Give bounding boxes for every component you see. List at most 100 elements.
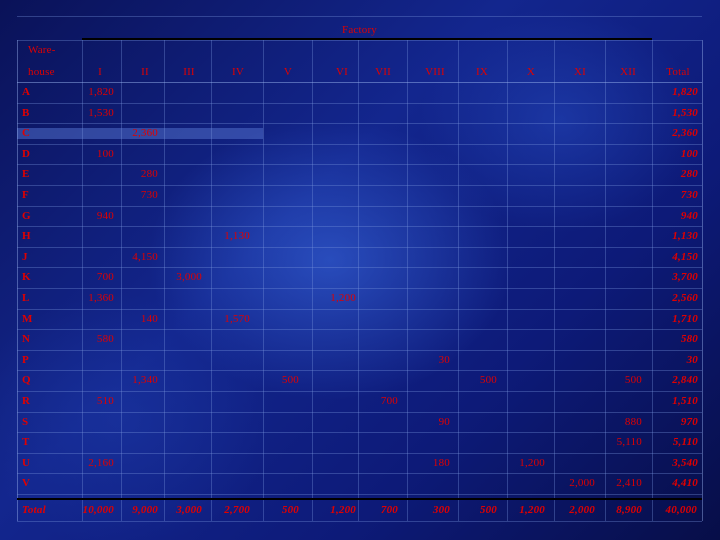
grid-vline — [164, 40, 165, 521]
column-total: 500 — [479, 504, 497, 516]
table-cell: 730 — [140, 189, 158, 201]
grid-vline — [312, 40, 313, 521]
table-cell: 30 — [438, 353, 450, 366]
grid-hline — [17, 452, 702, 454]
column-total: 1,200 — [330, 504, 356, 516]
row-total: 2,840 — [672, 374, 698, 387]
transport-table — [17, 16, 702, 521]
table-cell: 700 — [96, 271, 114, 284]
row-label: Q — [22, 374, 31, 387]
row-label: R — [22, 395, 31, 407]
row-total: 5,110 — [672, 436, 698, 449]
grid-vline — [263, 40, 264, 521]
table-cell: 180 — [432, 456, 450, 469]
table-cell: 280 — [140, 168, 158, 181]
header-rule — [17, 82, 702, 83]
table-cell: 90 — [438, 415, 450, 428]
table-cell: 1,340 — [132, 374, 158, 387]
grid-hline — [17, 288, 702, 289]
column-total: 3,000 — [176, 504, 202, 516]
table-cell: 510 — [96, 395, 114, 407]
column-header: X — [526, 66, 536, 78]
factory-group-header: Factory — [342, 24, 378, 36]
grid-hline — [17, 246, 702, 248]
row-label: K — [22, 271, 31, 284]
column-total: 10,000 — [82, 504, 114, 516]
table-cell: 940 — [96, 209, 114, 222]
table-cell: 500 — [624, 374, 642, 387]
column-header: XI — [573, 66, 586, 78]
column-total: 500 — [281, 504, 299, 516]
table-cell: 2,000 — [569, 477, 595, 490]
table-cell: 1,570 — [224, 312, 250, 325]
grid-hline — [17, 205, 702, 207]
column-header: VII — [375, 66, 391, 78]
grid-hline — [17, 308, 702, 310]
table-cell: 500 — [281, 374, 299, 387]
warehouse-header-line2: house — [28, 66, 55, 78]
grid-vline — [554, 40, 555, 521]
row-label: D — [22, 147, 31, 160]
row-label: B — [22, 106, 30, 119]
grid-hline — [17, 185, 702, 186]
row-label: H — [22, 230, 31, 243]
row-total: 2,360 — [672, 127, 698, 140]
grid-vline — [507, 40, 508, 521]
grid-hline — [17, 329, 702, 331]
grid-hline — [17, 123, 702, 125]
row-label: M — [22, 312, 33, 325]
row-label: E — [22, 168, 30, 181]
table-cell: 500 — [479, 374, 497, 387]
table-cell: 1,530 — [88, 106, 114, 119]
row-total: 730 — [680, 189, 698, 201]
table-cell: 580 — [96, 333, 114, 346]
column-total: 8,900 — [616, 504, 642, 516]
row-label: N — [22, 333, 31, 346]
column-total: 300 — [432, 504, 450, 516]
table-cell: 2,160 — [88, 456, 114, 469]
table-cell: 1,200 — [519, 456, 545, 469]
grid-vline — [652, 40, 653, 521]
grid-vline — [458, 40, 459, 521]
row-total: 3,540 — [672, 456, 698, 469]
table-cell: 5,110 — [616, 436, 642, 449]
row-total: 940 — [680, 209, 698, 222]
column-header: Total — [666, 66, 690, 78]
column-header: V — [283, 66, 293, 78]
table-cell: 880 — [624, 415, 642, 428]
table-cell: 3,000 — [176, 271, 202, 284]
total-row-label: Total — [22, 504, 46, 516]
row-total: 3,700 — [672, 271, 698, 284]
grid-vline — [121, 40, 122, 521]
row-label: V — [22, 477, 31, 490]
factory-header-rule — [82, 38, 652, 40]
grid-vline — [17, 40, 18, 521]
row-total: 30 — [686, 353, 698, 366]
grid-hline — [17, 494, 702, 495]
row-label: P — [22, 353, 29, 366]
row-label: G — [22, 209, 31, 222]
table-cell: 1,360 — [88, 292, 114, 304]
row-total: 1,510 — [672, 395, 698, 407]
grid-hline — [17, 370, 702, 372]
row-total: 1,820 — [672, 86, 698, 98]
row-total: 970 — [680, 415, 698, 428]
row-label: C — [22, 127, 31, 140]
column-total: 40,000 — [665, 504, 697, 516]
table-cell: 700 — [380, 395, 398, 407]
grid-hline — [17, 432, 702, 434]
table-cell: 1,820 — [88, 86, 114, 98]
column-header: III — [183, 66, 195, 78]
row-label: T — [22, 436, 30, 449]
row-total: 4,410 — [672, 477, 698, 490]
row-total: 1,710 — [672, 312, 698, 325]
row-label: S — [22, 415, 29, 428]
row-total: 2,560 — [672, 292, 698, 304]
column-total: 1,200 — [519, 504, 545, 516]
total-row-rule — [17, 498, 702, 500]
grid-vline — [407, 40, 408, 521]
column-header: IX — [475, 66, 488, 78]
column-header: VIII — [425, 66, 445, 78]
column-total: 2,700 — [224, 504, 250, 516]
